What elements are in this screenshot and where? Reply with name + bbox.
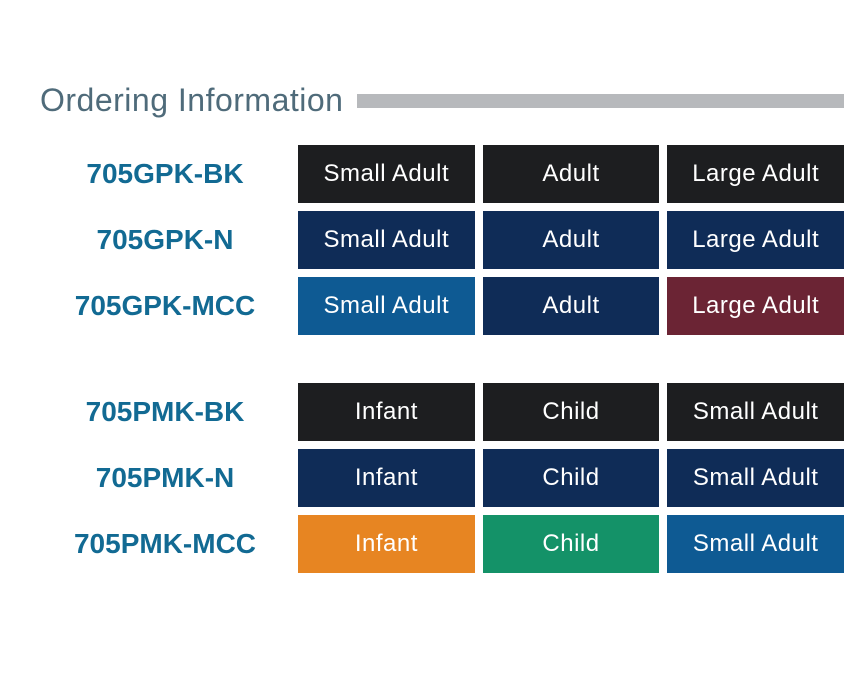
sku-label: 705GPK-BK [40, 145, 290, 203]
size-cell: Infant [298, 515, 475, 573]
sku-label: 705PMK-MCC [40, 515, 290, 573]
size-cell: Small Adult [667, 383, 844, 441]
size-cell: Child [483, 515, 660, 573]
size-cell: Small Adult [298, 145, 475, 203]
size-cell: Adult [483, 145, 660, 203]
size-cell: Small Adult [667, 515, 844, 573]
size-cell: Large Adult [667, 211, 844, 269]
size-cell: Small Adult [298, 211, 475, 269]
header-divider [357, 94, 844, 108]
ordering-section-gpk: 705GPK-BK Small Adult Adult Large Adult … [0, 145, 868, 335]
section-gap [0, 343, 868, 383]
header: Ordering Information [0, 82, 868, 119]
page-title: Ordering Information [40, 82, 343, 119]
size-cell: Child [483, 383, 660, 441]
sku-label: 705GPK-MCC [40, 277, 290, 335]
table-row: 705PMK-N Infant Child Small Adult [40, 449, 844, 507]
table-row: 705GPK-N Small Adult Adult Large Adult [40, 211, 844, 269]
table-row: 705GPK-MCC Small Adult Adult Large Adult [40, 277, 844, 335]
size-cell: Adult [483, 211, 660, 269]
size-cell: Large Adult [667, 145, 844, 203]
size-cell: Small Adult [298, 277, 475, 335]
sku-label: 705PMK-N [40, 449, 290, 507]
sku-label: 705PMK-BK [40, 383, 290, 441]
sku-label: 705GPK-N [40, 211, 290, 269]
size-cell: Infant [298, 449, 475, 507]
size-cell: Large Adult [667, 277, 844, 335]
size-cell: Child [483, 449, 660, 507]
table-row: 705PMK-MCC Infant Child Small Adult [40, 515, 844, 573]
size-cell: Adult [483, 277, 660, 335]
size-cell: Small Adult [667, 449, 844, 507]
size-cell: Infant [298, 383, 475, 441]
ordering-section-pmk: 705PMK-BK Infant Child Small Adult 705PM… [0, 383, 868, 573]
table-row: 705GPK-BK Small Adult Adult Large Adult [40, 145, 844, 203]
table-row: 705PMK-BK Infant Child Small Adult [40, 383, 844, 441]
